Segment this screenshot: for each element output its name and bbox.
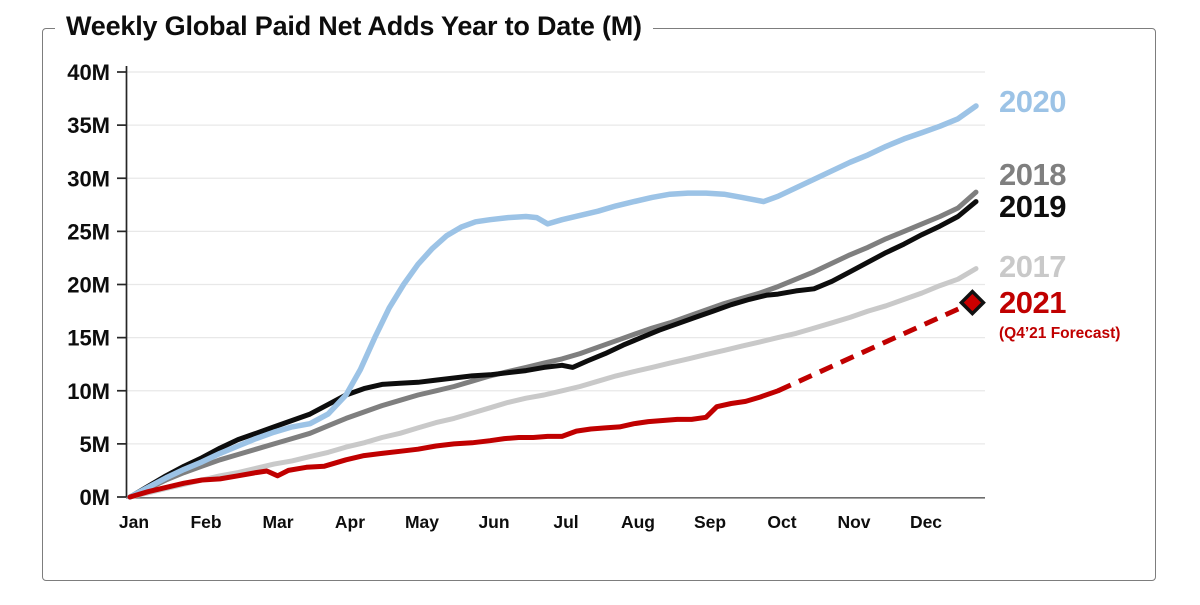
y-tick-label: 20M xyxy=(67,273,110,298)
y-tick-label: 10M xyxy=(67,379,110,404)
y-tick-label: 35M xyxy=(67,113,110,138)
y-tick-label: 25M xyxy=(67,219,110,244)
x-tick-label: May xyxy=(405,512,439,532)
series-line-2021 xyxy=(127,388,781,500)
series-line-2017 xyxy=(127,266,979,500)
chart-title: Weekly Global Paid Net Adds Year to Date… xyxy=(55,11,653,42)
x-tick-label: Jul xyxy=(553,512,578,532)
x-tick-label: Jun xyxy=(478,512,509,532)
series-line-2018 xyxy=(127,189,979,500)
forecast-line-2021 xyxy=(776,300,974,394)
x-tick-label: Sep xyxy=(694,512,726,532)
y-tick-label: 0M xyxy=(79,485,110,510)
legend-label-2020: 2020 xyxy=(999,84,1066,119)
x-tick-label: Oct xyxy=(767,512,796,532)
legend-label-2021: 2021 xyxy=(999,285,1066,320)
x-tick-label: Feb xyxy=(190,512,221,532)
x-tick-label: Apr xyxy=(335,512,365,532)
y-tick-label: 5M xyxy=(79,432,110,457)
y-tick-label: 15M xyxy=(67,326,110,351)
x-tick-label: Aug xyxy=(621,512,655,532)
legend-label-2018: 2018 xyxy=(999,157,1066,192)
x-tick-label: Jan xyxy=(119,512,149,532)
legend-label-2017: 2017 xyxy=(999,249,1066,284)
legend-forecast-note: (Q4’21 Forecast) xyxy=(999,325,1121,342)
y-tick-label: 40M xyxy=(67,60,110,85)
series-line-2019 xyxy=(127,199,979,500)
x-tick-label: Dec xyxy=(910,512,942,532)
forecast-diamond-marker xyxy=(958,289,986,317)
x-tick-label: Nov xyxy=(837,512,870,532)
y-tick-label: 30M xyxy=(67,166,110,191)
x-tick-label: Mar xyxy=(262,512,293,532)
legend-label-2019: 2019 xyxy=(999,189,1066,224)
series-line-2020 xyxy=(127,103,979,500)
